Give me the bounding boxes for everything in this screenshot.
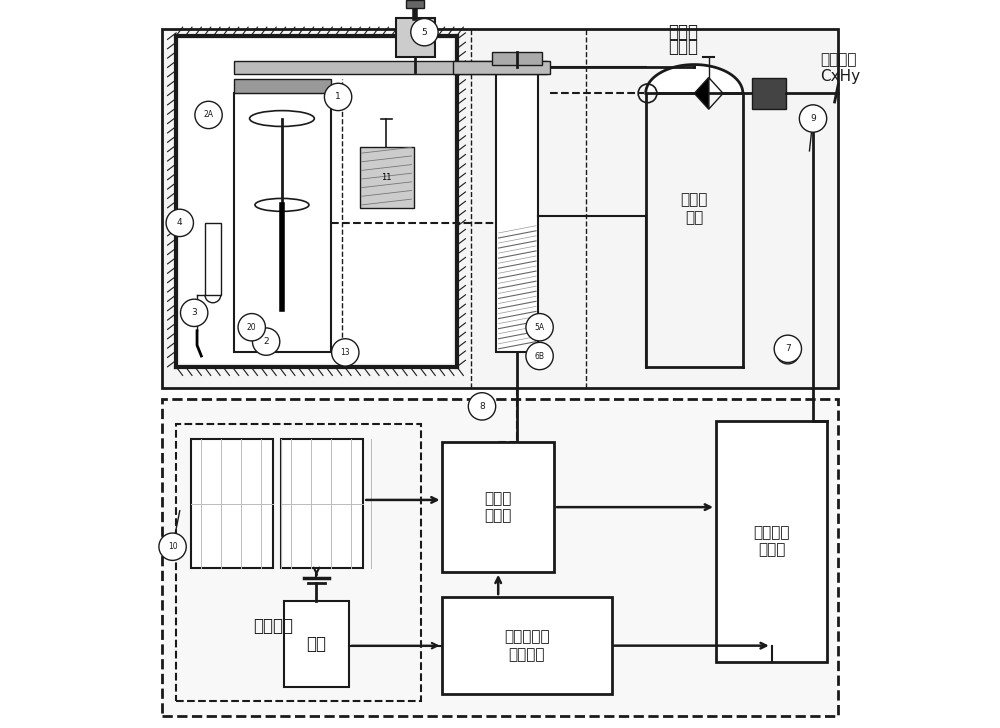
Text: 9: 9	[810, 114, 816, 123]
Text: 13: 13	[340, 348, 350, 357]
Bar	[453, 61, 550, 74]
Bar	[496, 65, 538, 352]
Circle shape	[526, 314, 553, 341]
Bar	[281, 439, 363, 569]
Text: 2: 2	[263, 337, 269, 346]
Text: 过程控制自
动化系统: 过程控制自 动化系统	[504, 630, 550, 662]
Text: 7: 7	[785, 348, 791, 357]
Text: 10: 10	[168, 542, 177, 551]
Bar	[180, 39, 453, 363]
Text: 高频谐振
发生器: 高频谐振 发生器	[753, 525, 790, 558]
Text: 9: 9	[810, 114, 816, 124]
Bar	[492, 52, 542, 65]
Circle shape	[180, 299, 208, 326]
Bar	[360, 147, 414, 208]
Text: 8: 8	[479, 402, 485, 411]
Circle shape	[800, 106, 826, 132]
Bar	[752, 77, 786, 109]
Bar	[176, 424, 421, 701]
Polygon shape	[646, 65, 743, 367]
Polygon shape	[694, 77, 709, 109]
Text: 功率控
制系统: 功率控 制系统	[485, 491, 512, 523]
Text: 4: 4	[177, 218, 183, 227]
Circle shape	[159, 533, 186, 561]
Bar	[234, 79, 331, 93]
Bar	[442, 597, 612, 695]
Text: 缓冲储
存罐: 缓冲储 存罐	[681, 192, 708, 225]
Circle shape	[411, 18, 438, 46]
Text: 电池: 电池	[306, 635, 326, 653]
Circle shape	[526, 342, 553, 370]
Bar	[716, 421, 827, 662]
Circle shape	[799, 105, 827, 132]
Text: 7: 7	[785, 344, 791, 353]
Circle shape	[195, 101, 222, 129]
Text: 调节器: 调节器	[669, 23, 699, 41]
Circle shape	[166, 209, 193, 237]
Circle shape	[468, 392, 496, 420]
Ellipse shape	[250, 111, 314, 127]
Text: 3: 3	[191, 309, 197, 317]
Text: 5A: 5A	[535, 323, 545, 332]
Text: 气体燃料
CxHy: 气体燃料 CxHy	[820, 52, 860, 84]
Bar	[162, 28, 838, 389]
Circle shape	[776, 341, 799, 364]
Bar	[191, 439, 273, 569]
Circle shape	[324, 83, 352, 111]
Ellipse shape	[255, 199, 309, 211]
Circle shape	[774, 335, 802, 363]
Bar	[234, 93, 331, 352]
Text: 2A: 2A	[204, 111, 214, 119]
Text: 5: 5	[422, 28, 427, 36]
Circle shape	[238, 314, 265, 341]
Text: 20: 20	[247, 323, 257, 332]
Bar	[442, 443, 554, 572]
Text: 调节器: 调节器	[669, 38, 699, 55]
Bar	[396, 17, 435, 58]
Bar	[234, 61, 547, 74]
Bar	[406, 0, 424, 9]
Bar	[284, 601, 349, 687]
Bar	[205, 223, 221, 295]
Text: 6B: 6B	[535, 352, 545, 360]
Text: 太阳能板: 太阳能板	[253, 617, 293, 635]
Circle shape	[252, 328, 280, 355]
Circle shape	[332, 339, 359, 366]
Bar	[162, 399, 838, 716]
Text: 1: 1	[335, 92, 341, 101]
Text: 11: 11	[381, 173, 392, 183]
